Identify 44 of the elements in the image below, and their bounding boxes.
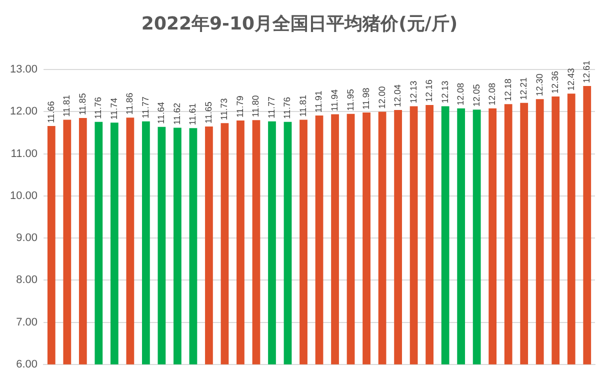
data-label: 11.81: [298, 94, 308, 117]
y-tick-label: 13.00: [10, 64, 38, 76]
data-label: 11.95: [345, 88, 356, 111]
y-tick-label: 8.00: [16, 274, 38, 286]
data-label: 11.98: [361, 88, 372, 110]
data-label: 11.73: [219, 98, 230, 120]
data-label: 12.16: [424, 79, 434, 102]
data-label: 11.81: [62, 94, 72, 117]
data-label: 11.77: [140, 96, 150, 118]
y-tick-label: 11.00: [10, 148, 38, 160]
data-label: 11.80: [250, 95, 261, 118]
data-label: 11.85: [77, 93, 88, 116]
y-tick-label: 6.00: [16, 358, 38, 370]
data-label: 11.76: [282, 96, 292, 119]
data-label: 11.64: [156, 102, 166, 124]
y-tick-label: 12.00: [10, 106, 38, 118]
data-label: 11.66: [46, 101, 56, 124]
data-label: 11.91: [314, 90, 324, 113]
data-label: 11.86: [124, 92, 135, 115]
y-tick-label: 9.00: [16, 232, 38, 244]
y-tick-label: 7.00: [16, 316, 38, 328]
data-label: 12.00: [376, 86, 387, 109]
data-label: 12.21: [518, 77, 529, 100]
data-label: 12.61: [582, 60, 592, 84]
data-label: 12.05: [471, 84, 482, 107]
data-label: 12.13: [440, 80, 450, 104]
chart-title: 2022年9-10月全国日平均猪价(元/斤): [141, 13, 458, 34]
data-label: 11.77: [266, 96, 276, 118]
data-label: 12.04: [392, 84, 403, 108]
data-label: 11.79: [234, 96, 245, 118]
data-label: 11.74: [108, 98, 119, 120]
data-label: 12.18: [502, 78, 513, 102]
data-label: 11.62: [172, 102, 182, 125]
data-label: 12.30: [534, 74, 544, 96]
data-label: 12.13: [408, 80, 418, 104]
data-label: 11.61: [188, 103, 198, 126]
data-label: 12.36: [550, 71, 560, 94]
y-tick-label: 10.00: [10, 190, 38, 202]
data-label: 11.94: [330, 89, 340, 112]
data-label: 11.76: [93, 96, 104, 119]
data-label: 12.08: [456, 82, 466, 106]
data-label: 12.43: [566, 68, 576, 91]
data-label: 12.08: [487, 82, 498, 106]
data-label: 11.65: [203, 102, 214, 124]
